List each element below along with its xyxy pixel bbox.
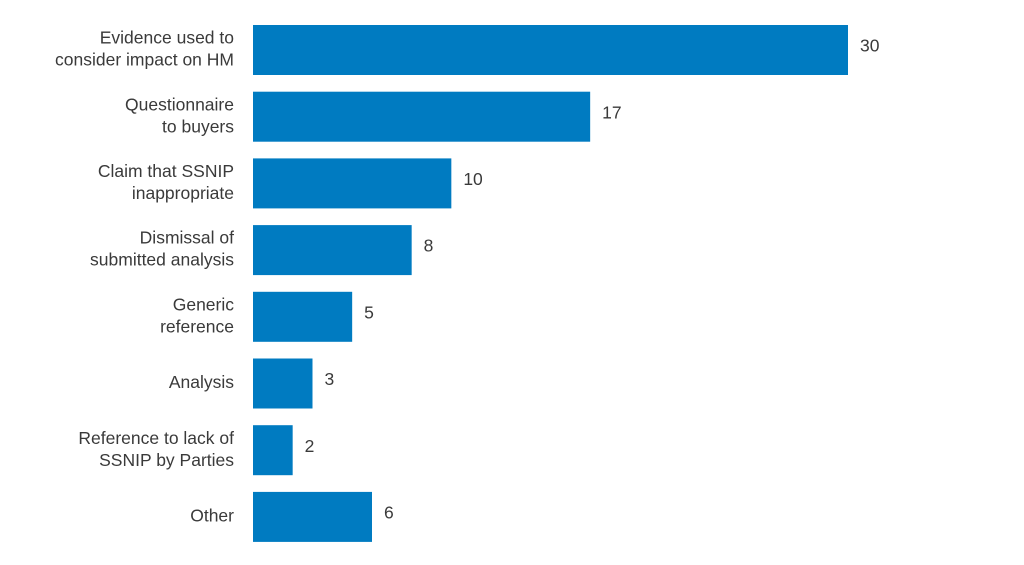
bar-7 — [253, 491, 372, 542]
value-label-1: 17 — [602, 102, 621, 122]
category-label-line: reference — [160, 316, 234, 336]
category-label-3: Dismissal of submitted analysis — [90, 228, 234, 270]
value-label-0: 30 — [860, 36, 880, 56]
category-label-line: to buyers — [162, 116, 234, 136]
value-label-6: 2 — [305, 436, 315, 456]
bar-6 — [253, 425, 293, 476]
category-label-line: SSNIP by Parties — [99, 450, 234, 470]
category-label-5: Analysis — [169, 372, 234, 392]
category-label-7: Other — [190, 506, 234, 526]
category-label-4: Generic reference — [160, 294, 234, 336]
bar-0 — [253, 25, 848, 75]
category-label-line: inappropriate — [132, 183, 234, 203]
category-label-line: submitted analysis — [90, 250, 234, 270]
category-label-line: Evidence used to — [100, 28, 234, 48]
category-label-1: Questionnaire to buyers — [125, 94, 234, 136]
category-label-line: Questionnaire — [125, 94, 234, 114]
value-label-2: 10 — [463, 169, 483, 189]
category-label-2: Claim that SSNIP inappropriate — [98, 161, 234, 203]
bar-3 — [253, 225, 412, 276]
bar-1 — [253, 91, 591, 142]
value-label-5: 3 — [325, 369, 335, 389]
category-label-line: Other — [190, 506, 234, 526]
bar-5 — [253, 358, 313, 409]
value-label-7: 6 — [384, 503, 394, 523]
category-label-6: Reference to lack of SSNIP by Parties — [78, 428, 234, 470]
category-label-line: Analysis — [169, 372, 234, 392]
value-label-4: 5 — [364, 302, 374, 322]
bar-2 — [253, 158, 452, 209]
value-label-3: 8 — [424, 236, 434, 256]
plot-area: 30 Evidence used to consider impact on HM 1… — [55, 25, 880, 542]
category-label-line: consider impact on HM — [55, 50, 234, 70]
category-label-line: Reference to lack of — [78, 428, 234, 448]
bar-4 — [253, 291, 353, 342]
category-label-line: Generic — [173, 294, 235, 314]
category-label-0: Evidence used to consider impact on HM — [55, 28, 234, 70]
category-label-line: Claim that SSNIP — [98, 161, 234, 181]
category-label-line: Dismissal of — [140, 228, 234, 248]
